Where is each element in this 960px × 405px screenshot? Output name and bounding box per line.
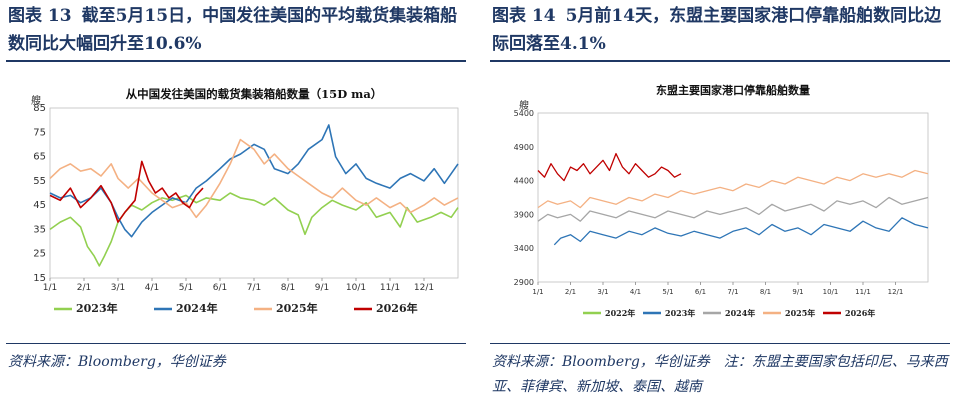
x-tick-label-4: 5/1 (179, 283, 193, 293)
y-tick-label-1: 25 (33, 249, 46, 260)
x-tick-label-6: 7/1 (727, 288, 738, 296)
y-tick-label-1: 3400 (514, 244, 534, 253)
series-line-3 (49, 160, 204, 223)
legend-label-4: 2026年 (845, 308, 875, 318)
series-line-0 (49, 192, 459, 267)
y-tick-label-6: 75 (33, 127, 46, 138)
plot-area (49, 107, 459, 279)
x-tick-label-8: 9/1 (792, 288, 803, 296)
left-figure-title: 图表 13 截至5月15日，中国发往美国的平均载货集装箱船数同比大幅回升至10.6… (8, 2, 468, 58)
x-tick-label-1: 2/1 (565, 288, 576, 296)
legend-label-0: 2023年 (76, 301, 118, 315)
x-tick-label-7: 8/1 (760, 288, 771, 296)
legend-label-1: 2024年 (176, 301, 218, 315)
right-figure-title: 图表 14 5月前14天，东盟主要国家港口停靠船舶数同比边际回落至4.1% (492, 2, 952, 58)
legend-label-3: 2025年 (785, 308, 815, 318)
x-tick-label-2: 3/1 (597, 288, 608, 296)
series-line-2 (537, 196, 929, 222)
x-tick-label-1: 2/1 (77, 283, 91, 293)
legend-label-0: 2022年 (605, 308, 635, 318)
x-tick-label-11: 12/1 (414, 283, 434, 293)
right-source-note: 资料来源：Bloomberg，华创证券 注：东盟主要国家包括印尼、马来西亚、菲律… (492, 354, 948, 395)
left-figure-panel: 图表 13 截至5月15日，中国发往美国的平均载货集装箱船数同比大幅回升至10.6… (6, 0, 476, 405)
legend-label-2: 2024年 (725, 308, 755, 318)
x-tick-label-9: 10/1 (346, 283, 366, 293)
left-chart: 从中国发往美国的载货集装箱船数量（15D ma） 艘 15 25 35 45 55 65 75 8… (31, 87, 459, 315)
right-figure-panel: 图表 14 5月前14天，东盟主要国家港口停靠船舶数同比边际回落至4.1% 东盟主… (490, 0, 960, 405)
series-line-2 (49, 138, 459, 219)
y-tick-label-5: 5400 (514, 109, 534, 118)
chart-title: 从中国发往美国的载货集装箱船数量（15D ma） (126, 87, 383, 101)
y-tick-label-2: 3900 (514, 210, 534, 219)
x-tick-label-3: 4/1 (630, 288, 641, 296)
y-tick-label-7: 85 (33, 103, 46, 114)
right-title-divider (490, 60, 950, 62)
x-tick-label-10: 11/1 (380, 283, 400, 293)
y-tick-label-4: 55 (33, 176, 46, 187)
chart-title: 东盟主要国家港口停靠船舶数量 (656, 83, 810, 97)
right-figure-label: 图表 14 (492, 6, 556, 26)
y-axis-unit-label: 艘 (519, 99, 529, 112)
left-source-note: 资料来源：Bloomberg，华创证券 (8, 354, 226, 370)
x-tick-label-4: 5/1 (662, 288, 673, 296)
x-tick-label-0: 1/1 (43, 283, 57, 293)
legend-label-3: 2026年 (376, 301, 418, 315)
y-axis-unit-label: 艘 (31, 94, 41, 107)
right-source-divider (490, 343, 950, 344)
legend-label-2: 2025年 (276, 301, 318, 315)
y-tick-label-4: 4900 (514, 143, 534, 152)
x-tick-label-5: 6/1 (695, 288, 706, 296)
series-line-1 (49, 124, 459, 238)
y-tick-label-0: 15 (33, 273, 46, 284)
x-tick-label-5: 6/1 (213, 283, 227, 293)
left-figure-label: 图表 13 (8, 6, 72, 26)
y-tick-label-5: 65 (33, 152, 46, 163)
x-tick-label-6: 7/1 (247, 283, 261, 293)
series-line-4 (537, 152, 682, 182)
series-line-3 (537, 169, 929, 209)
left-title-divider (6, 60, 466, 62)
plot-area (537, 112, 929, 283)
x-tick-label-9: 10/1 (823, 288, 839, 296)
y-tick-label-3: 45 (33, 200, 46, 211)
x-tick-label-0: 1/1 (532, 288, 543, 296)
x-tick-label-2: 3/1 (111, 283, 125, 293)
legend-label-1: 2023年 (665, 308, 695, 318)
left-source-divider (6, 343, 466, 344)
right-figure-title-text: 5月前14天，东盟主要国家港口停靠船舶数同比边际回落至4.1% (492, 6, 942, 54)
series-line-1 (553, 217, 929, 246)
x-tick-label-3: 4/1 (145, 283, 159, 293)
x-tick-label-11: 12/1 (888, 288, 904, 296)
y-tick-label-0: 2900 (514, 278, 534, 287)
x-tick-label-8: 9/1 (315, 283, 329, 293)
y-tick-label-2: 35 (33, 224, 46, 235)
x-tick-label-10: 11/1 (855, 288, 871, 296)
y-tick-label-3: 4400 (514, 177, 534, 186)
left-figure-title-text: 截至5月15日，中国发往美国的平均载货集装箱船数同比大幅回升至10.6% (8, 6, 458, 54)
x-tick-label-7: 8/1 (281, 283, 295, 293)
